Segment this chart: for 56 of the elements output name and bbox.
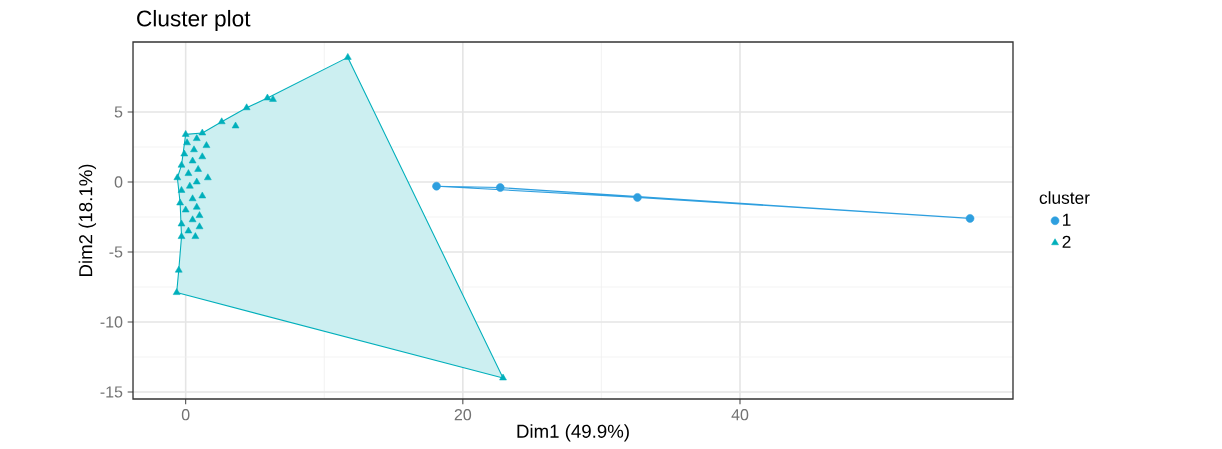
point [186, 181, 194, 189]
x-tick-label: 40 [731, 409, 749, 421]
chart-title: Cluster plot [137, 9, 251, 32]
point [198, 152, 207, 160]
point [195, 222, 204, 230]
y-tick-label: -10 [100, 316, 123, 328]
point [190, 145, 198, 153]
y-axis-title: Dim2 (18.1%) [78, 164, 97, 277]
point [432, 181, 441, 191]
point [198, 191, 207, 199]
y-tick-label: 0 [114, 176, 123, 188]
point [188, 194, 197, 202]
point [180, 149, 189, 157]
y-tick-label: 5 [114, 106, 123, 118]
point [193, 202, 201, 210]
legend-title: cluster [1039, 191, 1090, 204]
point [344, 53, 352, 60]
point [242, 103, 251, 111]
x-axis-title: Dim1 (49.9%) [517, 424, 629, 442]
point [177, 160, 186, 168]
point [177, 186, 186, 193]
point [495, 183, 505, 192]
point [188, 156, 197, 164]
point [188, 215, 197, 223]
point [193, 134, 201, 141]
point [172, 288, 181, 295]
point [633, 193, 642, 202]
point [177, 219, 186, 227]
x-tick-label: 0 [181, 409, 190, 421]
point [198, 128, 207, 136]
point [231, 121, 240, 129]
point [195, 211, 204, 218]
point [217, 117, 226, 125]
legend-label: 1 [1063, 213, 1071, 226]
y-tick-label: -15 [100, 386, 123, 398]
point [191, 232, 200, 239]
point [177, 232, 186, 239]
point [269, 95, 277, 102]
point [965, 214, 975, 223]
point [193, 177, 201, 185]
y-tick-label: -5 [109, 246, 123, 258]
x-tick-label: 20 [454, 409, 472, 421]
point [202, 141, 211, 148]
point [181, 130, 190, 137]
point [204, 173, 212, 181]
point [263, 93, 272, 101]
point [499, 373, 507, 381]
legend-label: 2 [1062, 235, 1071, 248]
point [181, 205, 190, 213]
point [173, 173, 182, 181]
point [194, 165, 202, 172]
point [176, 198, 184, 206]
point [184, 226, 193, 234]
point [183, 138, 191, 146]
point [184, 169, 193, 176]
point [175, 265, 183, 273]
